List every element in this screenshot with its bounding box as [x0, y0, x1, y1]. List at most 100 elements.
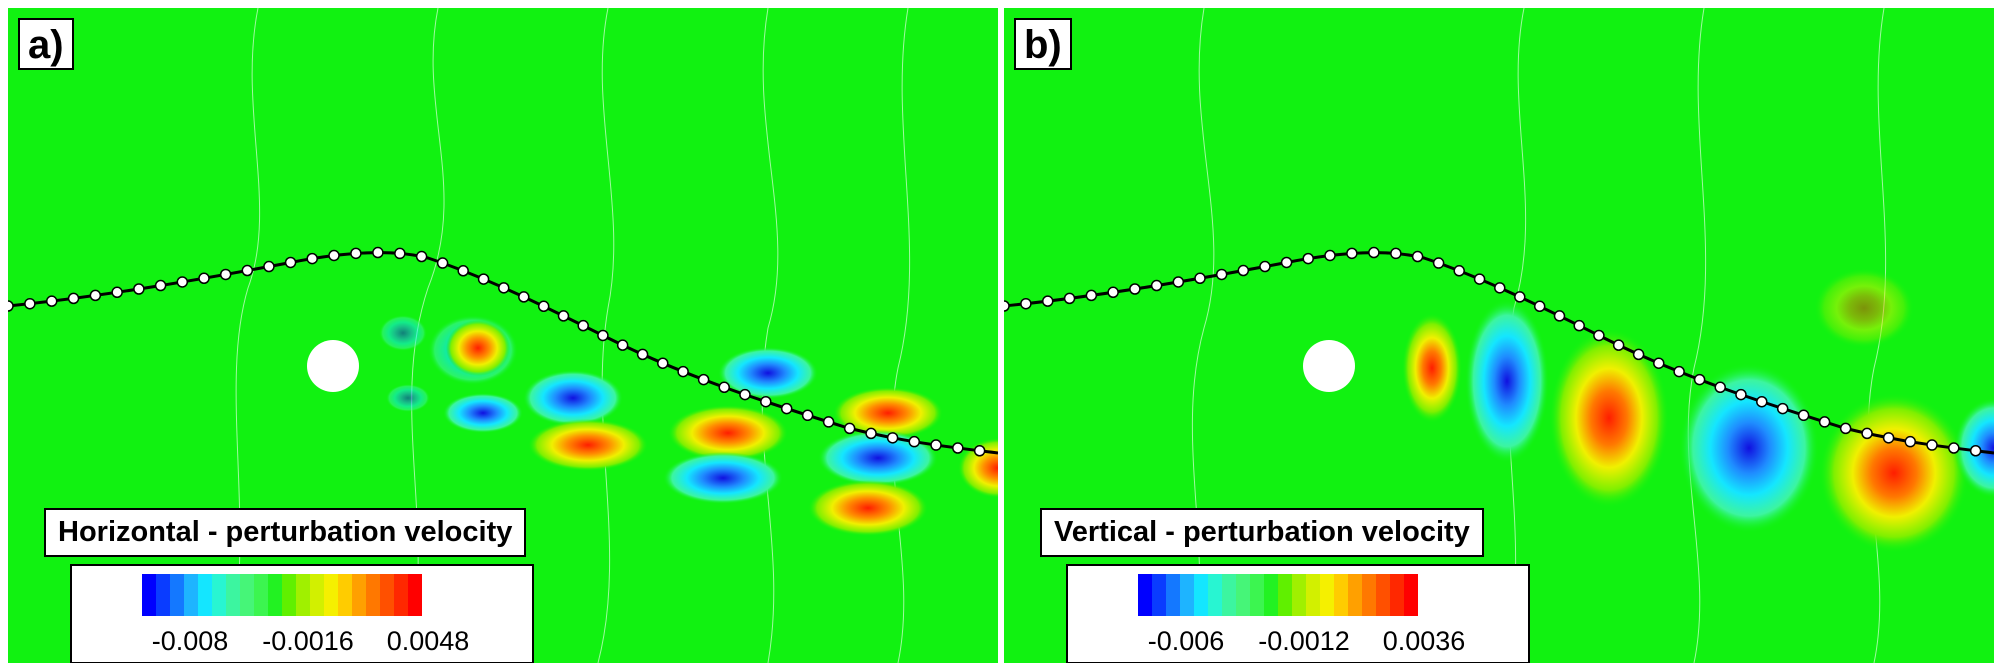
colorbar-swatch: [324, 574, 338, 616]
interface-dot: [1882, 432, 1895, 444]
interface-dot: [306, 252, 318, 265]
interface-dot: [284, 256, 297, 269]
interface-dot: [1612, 339, 1625, 351]
interface-dot: [477, 273, 490, 285]
interface-dot: [198, 272, 210, 285]
panel-label: a): [18, 18, 74, 70]
colorbar-swatch: [1390, 574, 1404, 616]
colorbar-tick: -0.0012: [1258, 626, 1350, 656]
interface-dot: [1280, 256, 1293, 269]
interface-dot: [518, 291, 530, 303]
interface-dot: [1004, 300, 1010, 312]
colorbar-swatch: [282, 574, 296, 616]
interface-dot: [1368, 246, 1380, 259]
contour-field: [8, 8, 998, 663]
interface-dot: [657, 357, 669, 369]
interface-dot: [1969, 445, 1982, 457]
colorbar: [142, 574, 422, 616]
interface-dot: [133, 283, 145, 295]
interface-dot: [1411, 250, 1424, 263]
interface-dot: [24, 297, 36, 310]
interface-dot: [1494, 282, 1506, 294]
interface-dot: [1776, 402, 1789, 415]
interface-dot: [822, 416, 835, 428]
interface-dot: [154, 279, 167, 292]
interface-dot: [1735, 388, 1747, 401]
interface-dot: [1714, 381, 1726, 394]
interface-dot: [697, 373, 710, 386]
colorbar-swatch: [1264, 574, 1278, 616]
colorbar-tick: -0.006: [1147, 626, 1225, 656]
colorbar-swatch: [1166, 574, 1180, 616]
interface-dot: [1453, 265, 1465, 277]
colorbar-swatch: [226, 574, 240, 616]
colorbar-swatch: [408, 574, 422, 616]
interface-dot: [219, 268, 232, 281]
colorbar-swatch: [268, 574, 282, 616]
colorbar-swatch: [1138, 574, 1152, 616]
interface-dot: [111, 286, 123, 299]
colorbar-swatch: [1250, 574, 1264, 616]
colorbar-swatch: [380, 574, 394, 616]
interface-dot: [1514, 291, 1526, 303]
colorbar-swatch: [198, 574, 212, 616]
colorbar-legend: -0.008 -0.0016 0.0048: [70, 564, 534, 663]
interface-dot: [1302, 252, 1314, 265]
colorbar-tick: 0.0048: [386, 626, 470, 656]
interface-dot: [1673, 365, 1685, 378]
interface-dot: [1593, 329, 1605, 342]
interface-dot: [394, 247, 406, 260]
interface-dot: [1818, 416, 1831, 428]
circle-obstacle-icon: [1303, 340, 1355, 392]
interface-dot: [457, 265, 469, 277]
interface-dot: [780, 402, 793, 415]
panel-a: a) Horizontal - perturbation velocity -0…: [8, 8, 998, 663]
colorbar-swatch: [254, 574, 268, 616]
interface-dot: [328, 249, 340, 262]
colorbar-swatch: [338, 574, 352, 616]
colorbar-swatch: [170, 574, 184, 616]
interface-dot: [865, 427, 877, 440]
colorbar-swatch: [352, 574, 366, 616]
interface-dots-icon: [8, 246, 986, 457]
interface-dot: [1653, 357, 1665, 369]
interface-dot: [1553, 310, 1566, 322]
colorbar-swatch: [240, 574, 254, 616]
interface-dot: [498, 282, 510, 294]
panel-title: Vertical - perturbation velocity: [1040, 508, 1484, 557]
interface-dot: [1346, 247, 1358, 260]
interface-dot: [1861, 427, 1873, 440]
interface-dot: [1041, 295, 1054, 307]
colorbar-swatch: [212, 574, 226, 616]
interface-dot: [89, 289, 102, 302]
interface-dot: [739, 388, 751, 401]
interface-dot: [1107, 286, 1119, 299]
interface-dot: [801, 409, 814, 422]
interface-dots-icon: [1004, 246, 1982, 457]
interface-dot: [1839, 422, 1852, 435]
colorbar-swatch: [1236, 574, 1250, 616]
interface-dot: [1432, 257, 1445, 269]
interface-dot: [1573, 319, 1585, 332]
colorbar-legend: -0.006 -0.0012 0.0036: [1066, 564, 1530, 663]
interface-dot: [45, 295, 58, 307]
colorbar-swatch: [1376, 574, 1390, 616]
colorbar-tick: -0.008: [151, 626, 229, 656]
interface-dot: [1063, 292, 1076, 305]
colorbar-swatch: [1194, 574, 1208, 616]
interface-dot: [1533, 300, 1546, 313]
interface-dot: [176, 276, 189, 288]
interface-dot: [372, 246, 384, 259]
interface-dot: [1237, 264, 1250, 277]
interface-dot: [1085, 289, 1098, 302]
colorbar-swatch: [184, 574, 198, 616]
interface-dot: [1020, 297, 1032, 310]
colorbar-swatch: [142, 574, 156, 616]
interface-dot: [1756, 395, 1768, 408]
interface-dot: [636, 348, 649, 361]
interface-dot: [67, 292, 80, 305]
colorbar-tick: 0.0036: [1382, 626, 1466, 656]
colorbar-swatch: [310, 574, 324, 616]
interface-dot: [973, 445, 986, 457]
colorbar-swatch: [1152, 574, 1166, 616]
